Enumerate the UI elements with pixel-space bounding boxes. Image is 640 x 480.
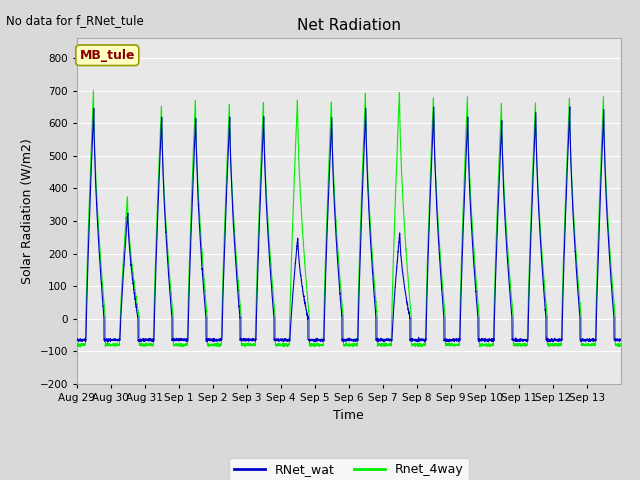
Legend: RNet_wat, Rnet_4way: RNet_wat, Rnet_4way <box>229 458 468 480</box>
Text: MB_tule: MB_tule <box>79 49 135 62</box>
Text: No data for f_RNet_tule: No data for f_RNet_tule <box>6 14 144 27</box>
Y-axis label: Solar Radiation (W/m2): Solar Radiation (W/m2) <box>21 138 34 284</box>
Title: Net Radiation: Net Radiation <box>297 18 401 33</box>
X-axis label: Time: Time <box>333 408 364 421</box>
